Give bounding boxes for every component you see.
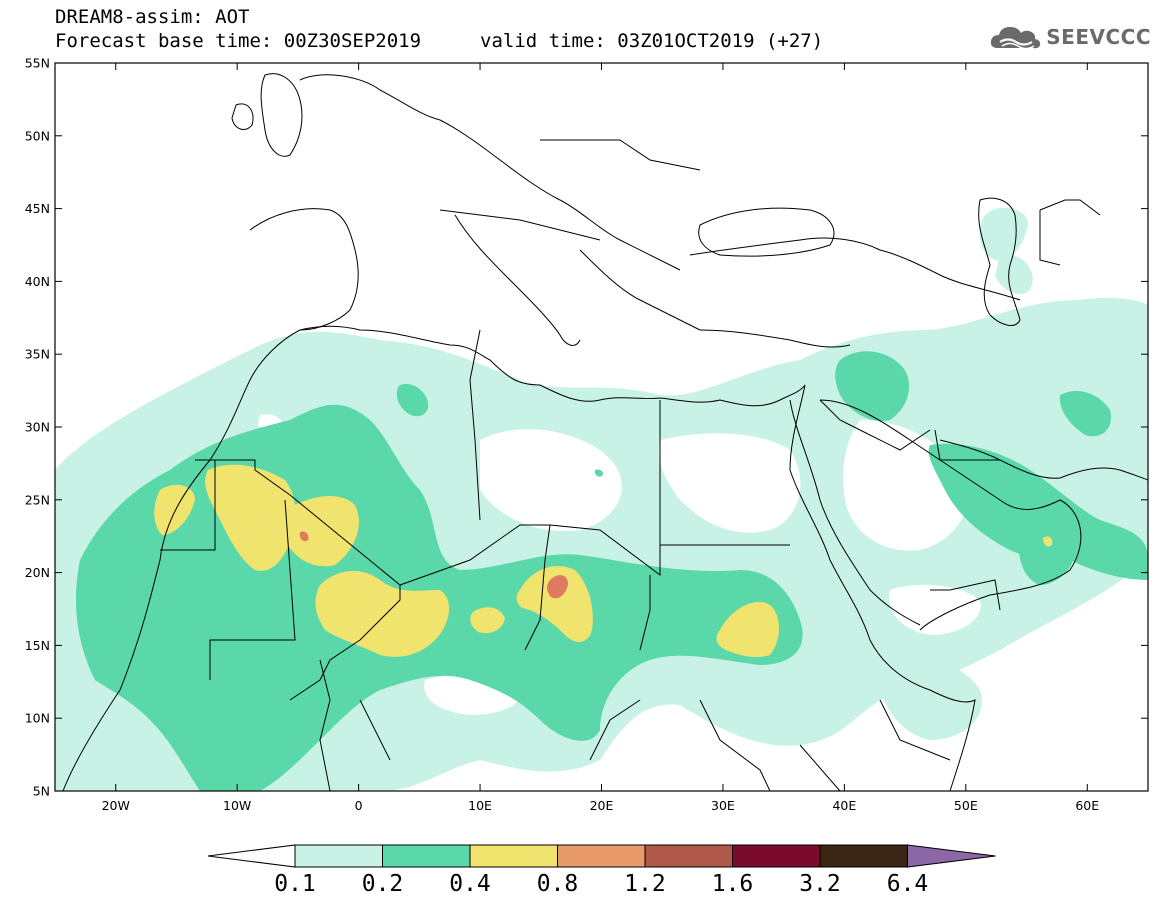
colorbar: 0.1 0.2 0.4 0.8 1.2 1.6 3.2 6.4 [207, 844, 996, 897]
aot-low-areas [258, 414, 1051, 715]
colorbar-swatch [557, 844, 646, 868]
lon-tick-label: 10W [223, 798, 251, 813]
lat-tick-label: 55N [25, 56, 50, 71]
colorbar-level-label: 6.4 [887, 871, 929, 897]
colorbar-swatch [732, 844, 821, 868]
colorbar-level-label: 0.2 [362, 871, 404, 897]
lon-tick-label: 50E [954, 798, 978, 813]
colorbar-level-label: 0.1 [274, 871, 316, 897]
lat-tick-label: 15N [25, 638, 50, 653]
colorbar-swatch [469, 844, 558, 868]
lon-tick-label: 60E [1075, 798, 1099, 813]
map-title: DREAM8-assim: AOT [55, 6, 250, 28]
cloud-icon [991, 27, 1041, 50]
logo-text: SEEVCCC [1046, 25, 1151, 49]
lat-tick-label: 50N [25, 128, 50, 143]
lon-tick-label: 30E [711, 798, 735, 813]
aot-band-0.8-1.2 [299, 531, 568, 599]
latitude-axis: 55N 50N 45N 40N 35N 30N 25N 20N 15N 10N 5N [25, 56, 1148, 799]
lat-tick-label: 5N [33, 784, 50, 799]
lon-tick-label: 10E [468, 798, 492, 813]
aot-band-0.4-0.8 [154, 464, 1053, 658]
lon-tick-label: 20E [590, 798, 614, 813]
lat-tick-label: 30N [25, 420, 50, 435]
coastlines-and-borders [62, 73, 1148, 791]
lat-tick-label: 45N [25, 201, 50, 216]
longitude-axis: 20W 10W 0 10E 20E 30E 40E 50E 60E [102, 63, 1099, 813]
colorbar-level-label: 0.4 [449, 871, 491, 897]
valid-time: valid time: 03Z01OCT2019 (+27) [480, 30, 824, 52]
lat-tick-label: 20N [25, 565, 50, 580]
colorbar-level-label: 1.2 [624, 871, 666, 897]
forecast-base-time: Forecast base time: 00Z30SEP2019 [55, 30, 422, 52]
colorbar-swatch [644, 844, 733, 868]
seevccc-logo: SEEVCCC [988, 22, 1151, 52]
colorbar-swatch [294, 844, 383, 868]
colorbar-over-triangle [907, 844, 996, 868]
lat-tick-label: 35N [25, 347, 50, 362]
colorbar-level-label: 1.6 [712, 871, 754, 897]
colorbar-under-triangle [207, 844, 296, 868]
dust-aot-contours [55, 207, 1148, 791]
colorbar-swatch [819, 844, 908, 868]
lat-tick-label: 40N [25, 274, 50, 289]
lon-tick-label: 40E [832, 798, 856, 813]
lat-tick-label: 25N [25, 492, 50, 507]
colorbar-level-label: 0.8 [537, 871, 579, 897]
lon-tick-label: 0 [355, 798, 363, 813]
lon-tick-label: 20W [102, 798, 130, 813]
colorbar-level-label: 3.2 [799, 871, 841, 897]
lat-tick-label: 10N [25, 711, 50, 726]
colorbar-swatch [382, 844, 471, 868]
